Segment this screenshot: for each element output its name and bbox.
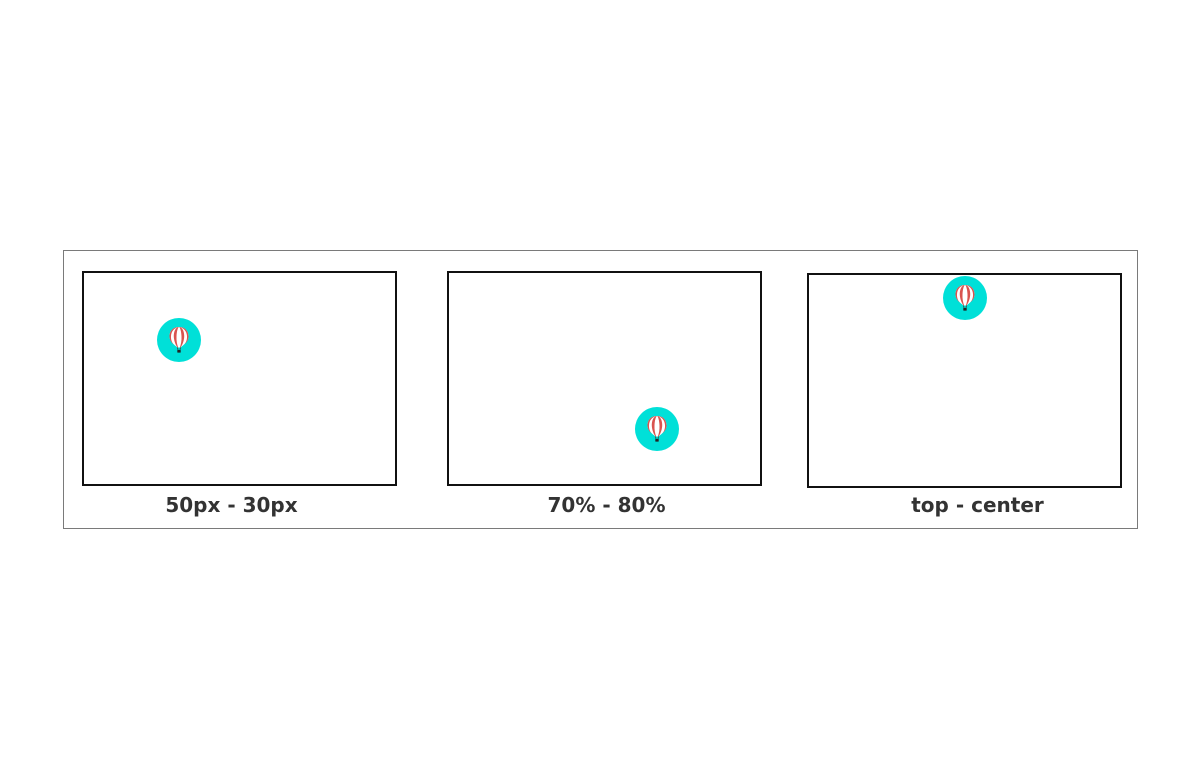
outer-frame (63, 250, 1138, 529)
example-panel-1 (82, 271, 397, 486)
hot-air-balloon-icon (157, 318, 201, 362)
panel-1-caption: 50px - 30px (165, 493, 298, 517)
hot-air-balloon-icon (943, 276, 987, 320)
panel-3-caption: top - center (911, 493, 1044, 517)
example-panel-3 (807, 273, 1122, 488)
hot-air-balloon-graphic (169, 327, 189, 353)
hot-air-balloon-graphic (955, 285, 975, 311)
panel-2-caption: 70% - 80% (547, 493, 666, 517)
example-panel-2 (447, 271, 762, 486)
hot-air-balloon-icon (635, 407, 679, 451)
hot-air-balloon-graphic (647, 416, 667, 442)
